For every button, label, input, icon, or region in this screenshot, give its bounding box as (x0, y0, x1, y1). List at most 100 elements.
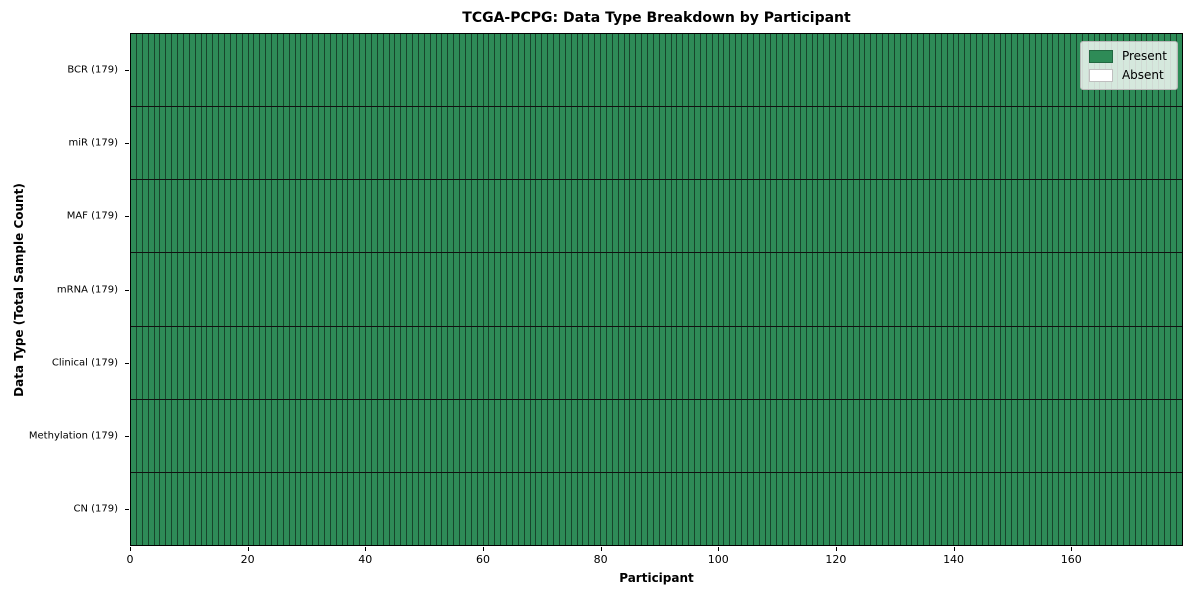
heatmap-cell (254, 107, 261, 180)
heatmap-cell (554, 34, 560, 107)
heatmap-cell (230, 472, 237, 545)
heatmap-cell (272, 107, 278, 180)
heatmap-cell (354, 399, 361, 472)
heatmap-cell (1059, 107, 1066, 180)
heatmap-cell (465, 399, 472, 472)
heatmap-cell (683, 107, 690, 180)
heatmap-cell (477, 399, 484, 472)
heatmap-cell (360, 399, 366, 472)
heatmap-cell (565, 180, 572, 253)
heatmap-cell (354, 326, 361, 399)
heatmap-cell (1176, 107, 1182, 180)
y-tick-label: CN (179) (73, 503, 118, 515)
heatmap-cell (413, 399, 419, 472)
heatmap-cell (277, 253, 284, 326)
heatmap-cell (1024, 326, 1030, 399)
heatmap-cell (360, 180, 366, 253)
heatmap-cell (630, 399, 637, 472)
heatmap-cell (336, 107, 343, 180)
heatmap-cell (319, 399, 325, 472)
heatmap-cell (618, 253, 625, 326)
heatmap-cell (1106, 107, 1113, 180)
heatmap-cell (765, 180, 772, 253)
heatmap-cell (765, 253, 772, 326)
heatmap-cell (883, 399, 889, 472)
heatmap-cell (160, 34, 167, 107)
heatmap-cell (777, 253, 784, 326)
heatmap-cell (342, 107, 349, 180)
heatmap-cell (483, 253, 490, 326)
heatmap-cell (495, 180, 502, 253)
heatmap-cell (548, 472, 554, 545)
heatmap-cell (166, 399, 173, 472)
heatmap-cell (1118, 253, 1124, 326)
heatmap-cell (313, 326, 319, 399)
heatmap-cell (959, 253, 966, 326)
heatmap-cell (1012, 34, 1019, 107)
heatmap-cell (383, 326, 390, 399)
heatmap-cell (648, 399, 654, 472)
heatmap-cell (1065, 399, 1071, 472)
heatmap-cell (178, 107, 184, 180)
heatmap-cell (295, 180, 302, 253)
heatmap-cell (395, 107, 402, 180)
heatmap-cell (277, 180, 284, 253)
heatmap-cell (1018, 253, 1024, 326)
heatmap-cell (148, 107, 155, 180)
heatmap-cell (142, 326, 149, 399)
heatmap-cell (947, 399, 954, 472)
heatmap-cell (1006, 399, 1013, 472)
heatmap-cell (806, 34, 813, 107)
heatmap-cell (401, 399, 408, 472)
heatmap-cell (1094, 253, 1101, 326)
heatmap-cell (512, 472, 519, 545)
heatmap-cell (1153, 107, 1160, 180)
heatmap-cell (1135, 253, 1142, 326)
heatmap-cell (430, 107, 437, 180)
heatmap-cell (366, 107, 372, 180)
heatmap-cell (530, 253, 537, 326)
heatmap-cell (471, 107, 478, 180)
heatmap-cell (742, 253, 748, 326)
heatmap-cell (636, 180, 643, 253)
heatmap-cell (836, 399, 842, 472)
y-tick-mark (125, 362, 129, 364)
heatmap-cell (636, 326, 643, 399)
heatmap-cell (536, 180, 543, 253)
heatmap-cell (1147, 107, 1154, 180)
heatmap-cell (559, 253, 566, 326)
heatmap-cell (689, 399, 695, 472)
heatmap-cell (642, 107, 648, 180)
heatmap-cell (1088, 472, 1095, 545)
heatmap-cell (589, 34, 596, 107)
heatmap-cell (348, 326, 355, 399)
heatmap-cell (636, 399, 643, 472)
heatmap-cell (771, 472, 778, 545)
heatmap-cell (759, 399, 766, 472)
heatmap-cell (894, 180, 901, 253)
heatmap-cell (512, 107, 519, 180)
heatmap-cell (624, 180, 631, 253)
heatmap-cell (465, 180, 472, 253)
heatmap-cell (718, 107, 725, 180)
heatmap-cell (1094, 326, 1101, 399)
heatmap-cell (1135, 107, 1142, 180)
heatmap-cell (806, 399, 813, 472)
heatmap-cell (606, 253, 613, 326)
heatmap-cell (965, 107, 972, 180)
heatmap-cell (172, 399, 178, 472)
heatmap-cell (648, 472, 654, 545)
heatmap-cell (977, 472, 983, 545)
heatmap-cell (695, 107, 701, 180)
heatmap-cell (736, 253, 742, 326)
heatmap-cell (583, 399, 590, 472)
heatmap-cell (695, 180, 701, 253)
heatmap-cell (148, 253, 155, 326)
heatmap-row (131, 253, 1182, 327)
heatmap-cell (618, 180, 625, 253)
heatmap-cell (865, 34, 872, 107)
heatmap-cell (131, 253, 137, 326)
heatmap-cell (1159, 253, 1165, 326)
heatmap-cell (941, 326, 948, 399)
heatmap-cell (1118, 472, 1124, 545)
